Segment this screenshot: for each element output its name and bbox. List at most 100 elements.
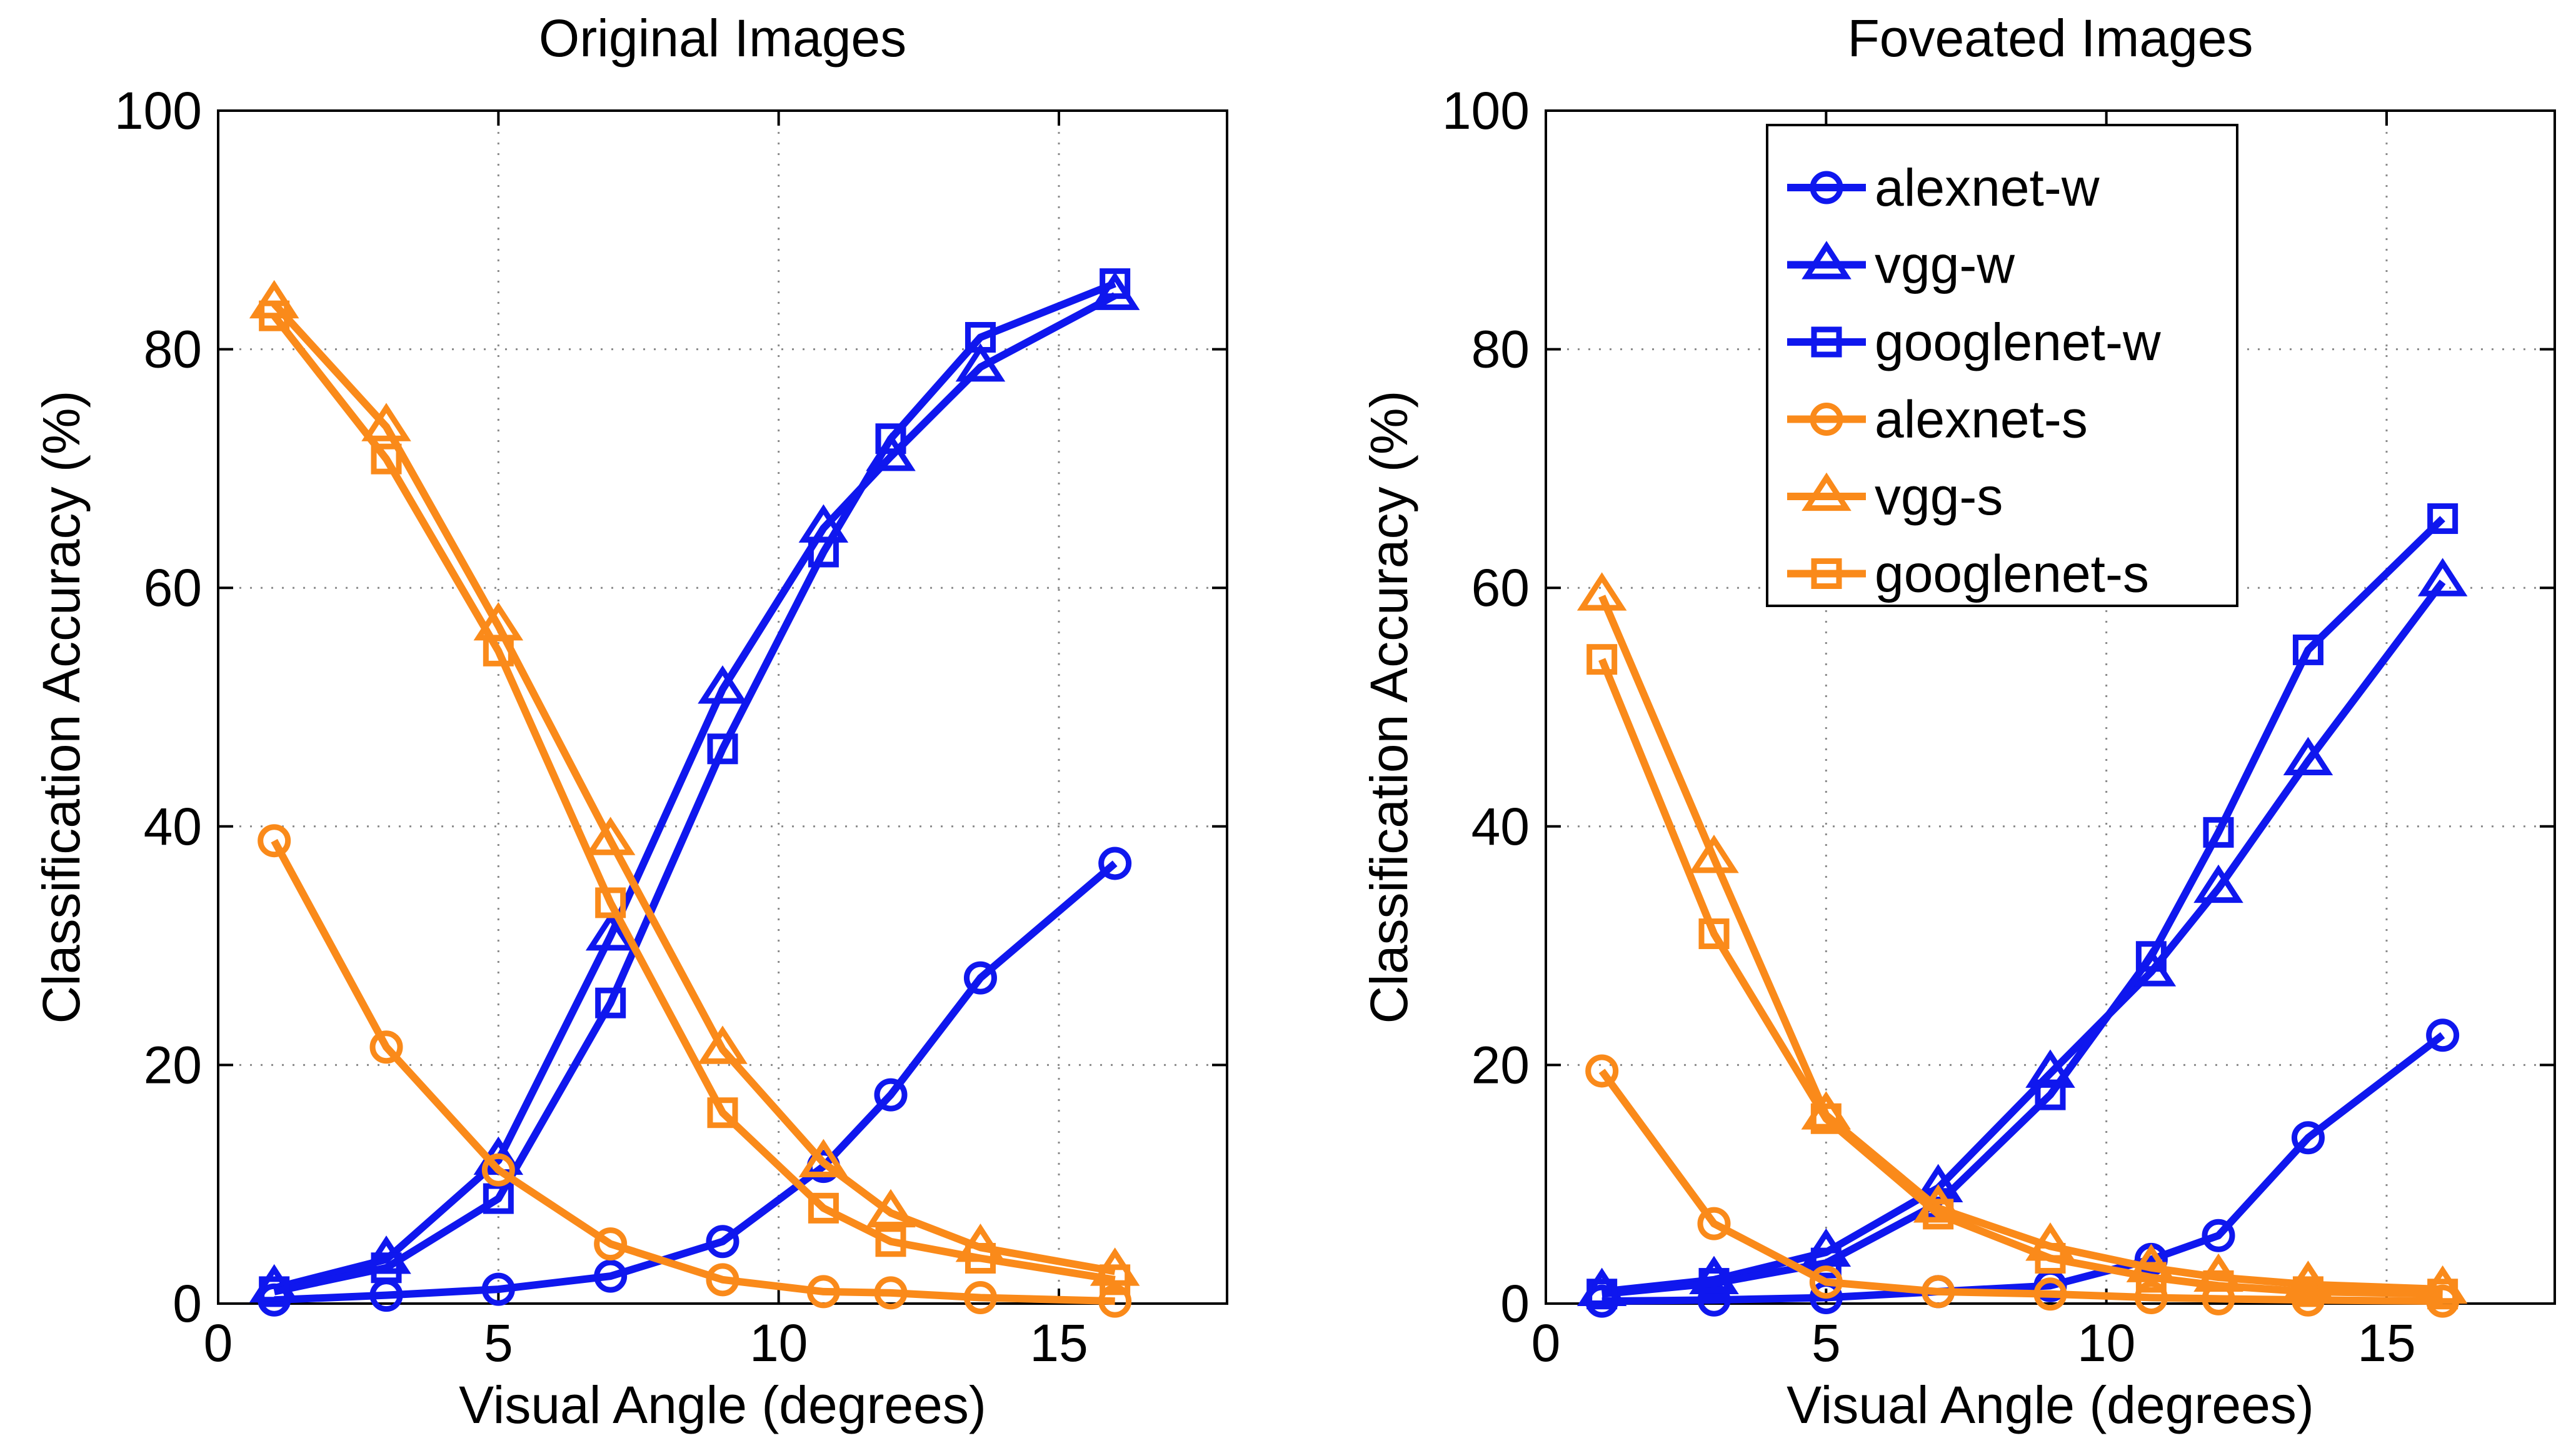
chart-original-images: 0 5 10 15 0 20 40 60 80 100 Original Images Visual … (32, 9, 1228, 1434)
data-point-googlenet-w (2203, 817, 2234, 848)
data-point-googlenet-w (1810, 1247, 1842, 1279)
data-point-alexnet-s (2134, 1280, 2168, 1314)
data-point-alexnet-w (874, 1078, 908, 1112)
data-point-vgg-s (698, 1025, 748, 1064)
y-tick-label: 100 (1442, 81, 1530, 140)
y-tick-label: 40 (1471, 797, 1530, 856)
x-tick-label: 5 (1812, 1314, 1841, 1372)
data-point-googlenet-w (259, 1276, 290, 1307)
data-point-alexnet-s (2033, 1277, 2067, 1311)
series-line-alexnet-s (271, 838, 1115, 1305)
y-tick-label: 60 (1471, 558, 1530, 617)
data-point-vgg-s (585, 817, 636, 855)
data-point-googlenet-s (1698, 918, 1730, 950)
series-googlenet-w (1586, 503, 2458, 1310)
data-point-googlenet-w (1100, 268, 1131, 299)
x-tick-label: 15 (1030, 1314, 1088, 1372)
data-point-vgg-s (798, 1139, 849, 1177)
legend-marker-square (1811, 326, 1842, 358)
series-line-googlenet-w (1601, 516, 2445, 1298)
data-point-googlenet-s (2035, 1242, 2066, 1274)
data-point-googlenet-w (1698, 1268, 1730, 1299)
data-point-googlenet-s (2135, 1262, 2167, 1293)
legend-marker-triangle (1802, 472, 1852, 511)
data-point-googlenet-s (483, 635, 514, 666)
x-tick-label: 15 (2357, 1314, 2415, 1372)
x-axis-label: Visual Angle (degrees) (1787, 1375, 2314, 1434)
data-point-alexnet-s (1922, 1275, 1955, 1309)
data-point-googlenet-s (1810, 1103, 1842, 1134)
series-line-googlenet-s (271, 313, 1116, 1284)
data-point-googlenet-s (965, 1242, 996, 1274)
data-point-vgg-w (2193, 864, 2243, 903)
data-point-alexnet-s (806, 1275, 840, 1309)
data-point-vgg-s (249, 279, 299, 319)
series-vgg-s (249, 279, 1140, 1286)
legend-label: vgg-w (1875, 236, 2015, 294)
series-line-alexnet-s (1598, 1068, 2443, 1305)
data-point-alexnet-s (594, 1227, 628, 1261)
data-point-googlenet-w (808, 536, 839, 568)
x-tick-label: 10 (2077, 1314, 2135, 1372)
series-googlenet-w (259, 268, 1131, 1307)
y-axis-label: Classification Accuracy (%) (32, 391, 91, 1024)
series-line-googlenet-w (273, 280, 1116, 1295)
data-point-alexnet-s (1585, 1054, 1619, 1088)
data-point-alexnet-s (369, 1030, 403, 1064)
data-point-googlenet-w (2292, 634, 2323, 665)
data-point-alexnet-s (1098, 1284, 1132, 1318)
y-tick-label: 100 (114, 81, 202, 140)
series-line-alexnet-w (274, 860, 1118, 1304)
y-tick-label: 80 (144, 320, 202, 379)
data-point-vgg-s (866, 1189, 916, 1228)
series-googlenet-s (1586, 644, 2458, 1310)
series-alexnet-w (258, 847, 1132, 1317)
data-point-alexnet-s (481, 1153, 515, 1187)
data-point-vgg-s (1576, 572, 1627, 611)
data-point-googlenet-w (595, 987, 626, 1018)
legend: alexnet-w vgg-w googlenet-w alexnet-s vgg-s g… (1766, 124, 2238, 607)
data-point-alexnet-w (963, 961, 997, 995)
legend-marker-square (1811, 558, 1842, 589)
data-point-alexnet-w (2202, 1219, 2235, 1252)
data-point-alexnet-w (481, 1272, 515, 1306)
y-axis-label: Classification Accuracy (%) (1360, 391, 1418, 1024)
data-point-googlenet-s (875, 1226, 906, 1257)
y-tick-label: 80 (1471, 320, 1530, 379)
chart-foveated-images: 0 5 10 15 0 20 40 60 80 100 Foveated Images Visual … (1360, 9, 2556, 1434)
y-tick-label: 40 (144, 797, 202, 856)
data-point-alexnet-w (2426, 1018, 2460, 1052)
series-line-vgg-s (271, 301, 1116, 1275)
data-point-alexnet-w (594, 1259, 628, 1293)
series-line-alexnet-w (1601, 1032, 2445, 1305)
y-tick-label: 20 (144, 1035, 202, 1094)
data-point-alexnet-s (258, 824, 291, 858)
legend-label: googlenet-s (1875, 545, 2149, 603)
data-point-googlenet-w (965, 322, 996, 353)
x-tick-label: 0 (204, 1314, 233, 1372)
x-axis-label: Visual Angle (degrees) (459, 1375, 986, 1434)
series-googlenet-s (259, 300, 1131, 1295)
y-tick-label: 60 (144, 558, 202, 617)
legend-marker-circle (1810, 403, 1843, 436)
data-point-googlenet-s (259, 300, 290, 331)
data-point-alexnet-w (2291, 1121, 2325, 1155)
data-point-googlenet-s (371, 443, 402, 475)
data-point-googlenet-s (2427, 1279, 2458, 1310)
data-point-alexnet-s (874, 1276, 908, 1310)
data-point-googlenet-s (1100, 1264, 1131, 1295)
data-point-googlenet-w (707, 733, 738, 765)
chart-title: Original Images (539, 9, 906, 68)
legend-box (1766, 124, 2238, 607)
data-point-alexnet-s (706, 1263, 739, 1297)
chart-title: Foveated Images (1847, 9, 2253, 68)
data-point-vgg-s (1689, 835, 1739, 873)
data-point-alexnet-s (1697, 1207, 1731, 1240)
legend-label: alexnet-s (1875, 390, 2088, 449)
data-point-googlenet-s (1923, 1199, 1954, 1230)
data-point-googlenet-s (707, 1097, 738, 1129)
data-point-vgg-w (585, 912, 636, 951)
data-point-vgg-w (955, 343, 1006, 382)
data-point-googlenet-w (2427, 503, 2458, 535)
data-point-googlenet-s (808, 1192, 839, 1224)
